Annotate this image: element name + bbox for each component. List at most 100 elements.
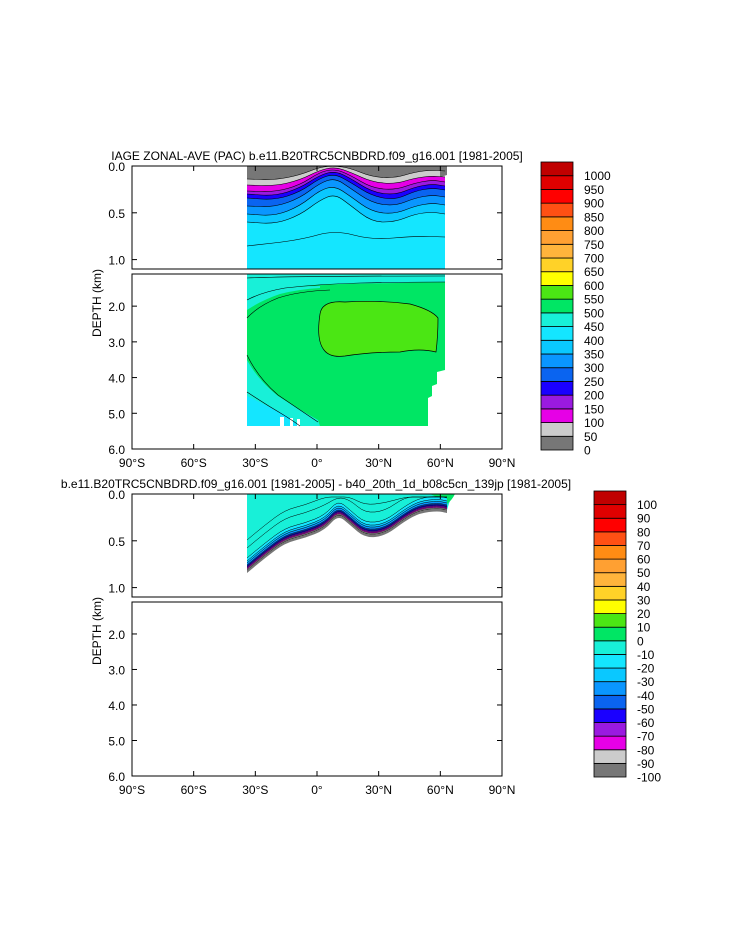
colorbar-swatch: [540, 353, 574, 369]
colorbar-swatch: [593, 558, 627, 574]
colorbar-label: 600: [584, 279, 604, 293]
age-ylabel: DEPTH (km): [90, 269, 104, 337]
contour-line: [246, 179, 446, 207]
y-tick-label: 4.0: [108, 699, 125, 713]
y-tick-label: 0.5: [108, 535, 125, 549]
x-tick-label: 90°S: [119, 456, 145, 470]
x-tick-label: 60°S: [181, 456, 207, 470]
colorbar-label: 0: [637, 634, 644, 648]
colorbar-swatch: [593, 545, 627, 560]
colorbar-swatch: [540, 285, 574, 300]
contour-line: [246, 275, 446, 279]
colorbar-label: 40: [637, 580, 651, 594]
age-lower-contours: [246, 275, 446, 427]
contour-line: [246, 505, 448, 568]
contour-line: [246, 175, 446, 200]
field-region: [247, 166, 445, 180]
colorbar-swatch: [593, 517, 627, 533]
colorbar-label: -70: [637, 730, 655, 744]
y-tick-label: 6.0: [108, 443, 125, 457]
colorbar-label: -40: [637, 689, 655, 703]
field-region: [247, 503, 447, 568]
x-tick-label: 90°S: [119, 783, 145, 797]
y-tick-label: 5.0: [108, 407, 125, 421]
y-tick-label: 3.0: [108, 663, 125, 677]
colorbar-swatch: [593, 585, 627, 601]
diff-chart-title: b.e11.B20TRC5CNBDRD.f09_g16.001 [1981-20…: [61, 477, 571, 491]
colorbar-swatch: [593, 708, 627, 723]
colorbar-swatch: [540, 339, 574, 355]
colorbar-label: 850: [584, 210, 604, 224]
contour-line: [246, 506, 448, 569]
field-region: [247, 496, 447, 561]
colorbar-label: 950: [584, 183, 604, 197]
colorbar-swatch: [540, 408, 574, 423]
colorbar-label: 500: [584, 306, 604, 320]
colorbar-label: 150: [584, 402, 604, 416]
age-upper-contours: [246, 166, 446, 247]
colorbar-label: 550: [584, 293, 604, 307]
colorbar-swatch: [593, 599, 627, 614]
colorbar-label: -60: [637, 716, 655, 730]
contour-line: [246, 391, 301, 427]
colorbar-swatch: [540, 422, 574, 437]
field-gap: [297, 419, 300, 426]
contour-line: [246, 501, 448, 564]
x-tick-label: 30°N: [365, 783, 392, 797]
contour-line: [246, 187, 446, 216]
colorbar-label: 0: [584, 444, 591, 458]
colorbar-swatch: [540, 175, 574, 190]
colorbar-swatch: [540, 381, 574, 396]
colorbar-label: 300: [584, 361, 604, 375]
field-region: [247, 499, 447, 564]
contour-line: [318, 300, 439, 357]
colorbar-label: 90: [637, 512, 651, 526]
colorbar-swatch: [540, 216, 574, 231]
field-region: [247, 396, 300, 426]
field-region: [247, 507, 447, 572]
field-gap: [280, 417, 284, 426]
contour-line: [246, 289, 331, 319]
colorbar-swatch: [593, 694, 627, 710]
colorbar-label: 1000: [584, 169, 611, 183]
y-tick-label: 5.0: [108, 734, 125, 748]
colorbar-label: -90: [637, 757, 655, 771]
colorbar-label: -100: [637, 771, 661, 785]
colorbar-swatch: [540, 435, 574, 451]
diff-chart: b.e11.B20TRC5CNBDRD.f09_g16.001 [1981-20…: [61, 477, 661, 797]
x-tick-label: 30°N: [365, 456, 392, 470]
field-region: [247, 274, 445, 306]
colorbar-label: 450: [584, 320, 604, 334]
y-tick-label: 1.0: [108, 254, 125, 268]
colorbar-label: 80: [637, 525, 651, 539]
y-tick-label: 2.0: [108, 300, 125, 314]
colorbar-label: 60: [637, 553, 651, 567]
colorbar-swatch: [540, 312, 574, 327]
contour-line: [246, 496, 447, 541]
colorbar-label: 400: [584, 334, 604, 348]
colorbar-label: 900: [584, 197, 604, 211]
colorbar-swatch: [593, 572, 627, 587]
contour-line: [246, 354, 319, 423]
age-axes: 0.0 0.5 1.0 2.0 3.0 4.0 5.0 6.090°S 60°S 30°S 0° 30…: [108, 160, 515, 470]
y-tick-label: 6.0: [108, 770, 125, 784]
colorbar-swatch: [593, 681, 627, 696]
colorbar-swatch: [593, 654, 627, 669]
field-gap: [290, 418, 293, 426]
colorbar-swatch: [540, 271, 574, 286]
colorbar-swatch: [540, 257, 574, 273]
colorbar-label: 350: [584, 348, 604, 362]
x-tick-label: 90°N: [489, 456, 516, 470]
colorbar-swatch: [593, 626, 627, 642]
colorbar-swatch: [540, 243, 574, 259]
colorbar-swatch: [593, 667, 627, 683]
y-tick-label: 0.0: [108, 488, 125, 502]
age-lower-panel: [246, 274, 446, 427]
contour-line: [246, 169, 446, 192]
contour-line: [246, 232, 446, 247]
contour-line: [246, 496, 448, 559]
contour-line: [246, 508, 448, 571]
field-region: [247, 506, 447, 571]
diff-upper-fills: [247, 494, 455, 573]
colorbar-swatch: [540, 202, 574, 218]
